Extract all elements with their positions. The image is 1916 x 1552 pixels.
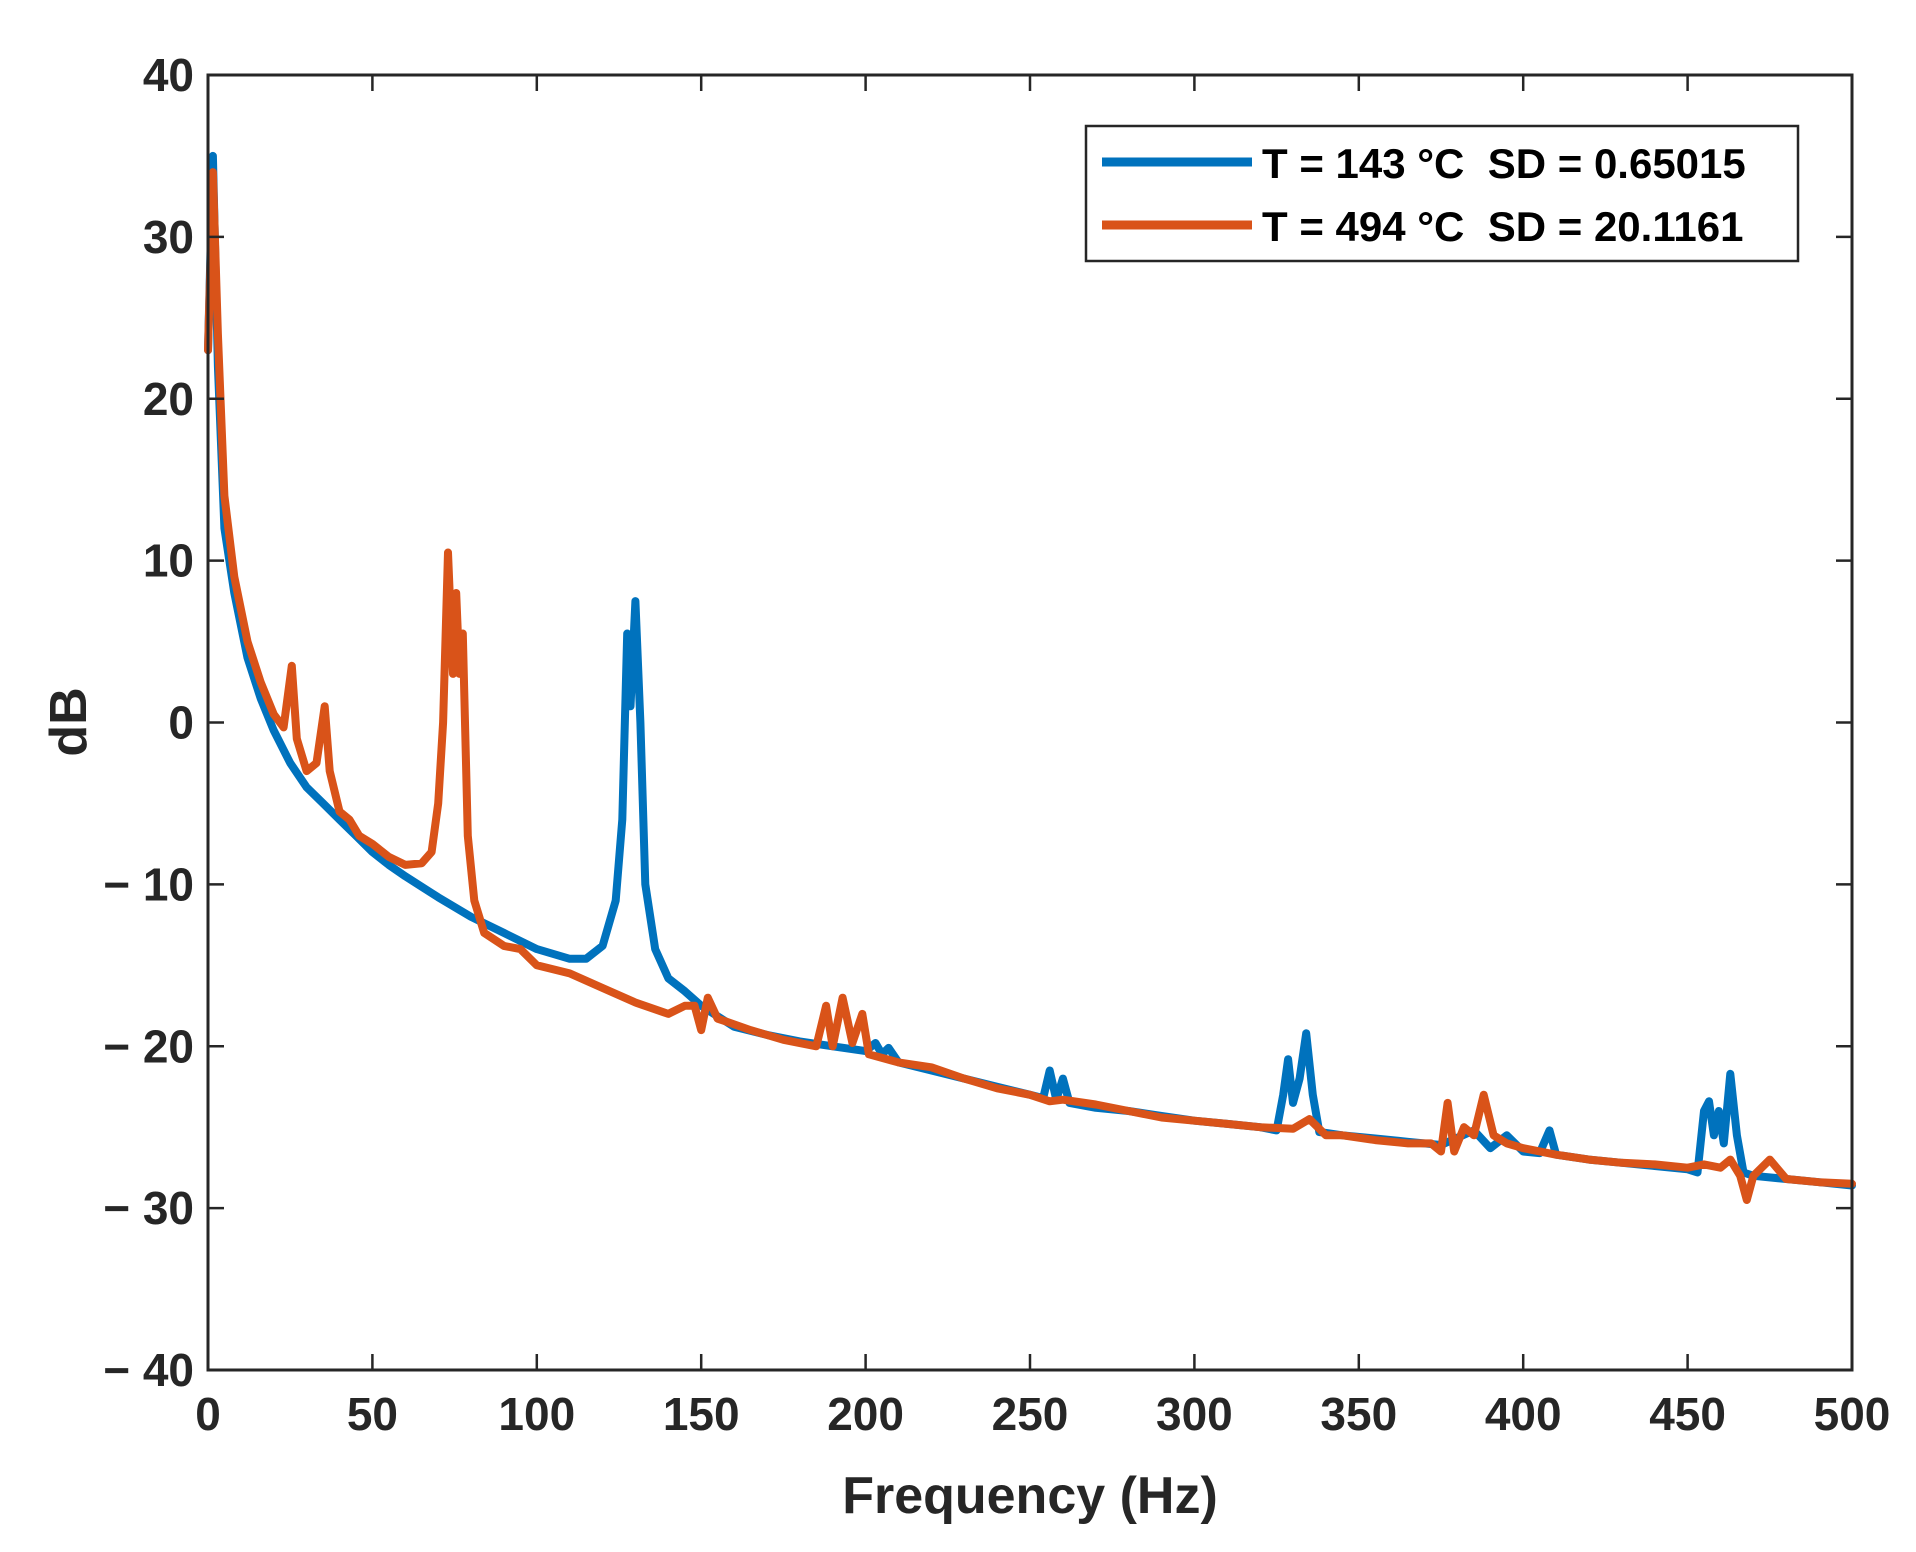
y-tick-label: − 30	[103, 1182, 194, 1234]
legend-box	[1084, 124, 1800, 263]
y-tick-label: 30	[143, 211, 194, 263]
x-tick-label: 450	[1649, 1388, 1726, 1440]
x-tick-label: 350	[1320, 1388, 1397, 1440]
x-tick-label: 250	[992, 1388, 1069, 1440]
x-tick-label: 0	[195, 1388, 221, 1440]
x-axis-label: Frequency (Hz)	[842, 1467, 1218, 1525]
y-tick-label: 20	[143, 373, 194, 425]
y-tick-label: 10	[143, 535, 194, 587]
x-tick-label: 50	[347, 1388, 398, 1440]
y-tick-label: − 40	[103, 1344, 194, 1396]
plot-area	[208, 75, 1852, 1370]
x-tick-label: 400	[1485, 1388, 1562, 1440]
x-tick-label: 150	[663, 1388, 740, 1440]
x-tick-label: 200	[827, 1388, 904, 1440]
y-tick-label: − 10	[103, 858, 194, 910]
x-tick-label: 100	[498, 1388, 575, 1440]
legend-entry-2: T = 494 °C SD = 20.1161	[1262, 203, 1743, 250]
legend: T = 143 °C SD = 0.65015 T = 494 °C SD = …	[1084, 124, 1800, 263]
y-tick-label: − 20	[103, 1020, 194, 1072]
series-line-2	[204, 168, 1856, 1204]
x-tick-label: 300	[1156, 1388, 1233, 1440]
y-tick-label: 40	[143, 49, 194, 101]
y-axis-label: dB	[40, 687, 98, 756]
x-tick-label: 500	[1814, 1388, 1891, 1440]
y-tick-label: 0	[168, 697, 194, 749]
tick-layer: 0 50 100 150 200 250 300 350 400 450 500403020100−…	[103, 49, 1890, 1440]
legend-entry-1: T = 143 °C SD = 0.65015	[1262, 140, 1746, 187]
series-layer	[204, 151, 1856, 1204]
